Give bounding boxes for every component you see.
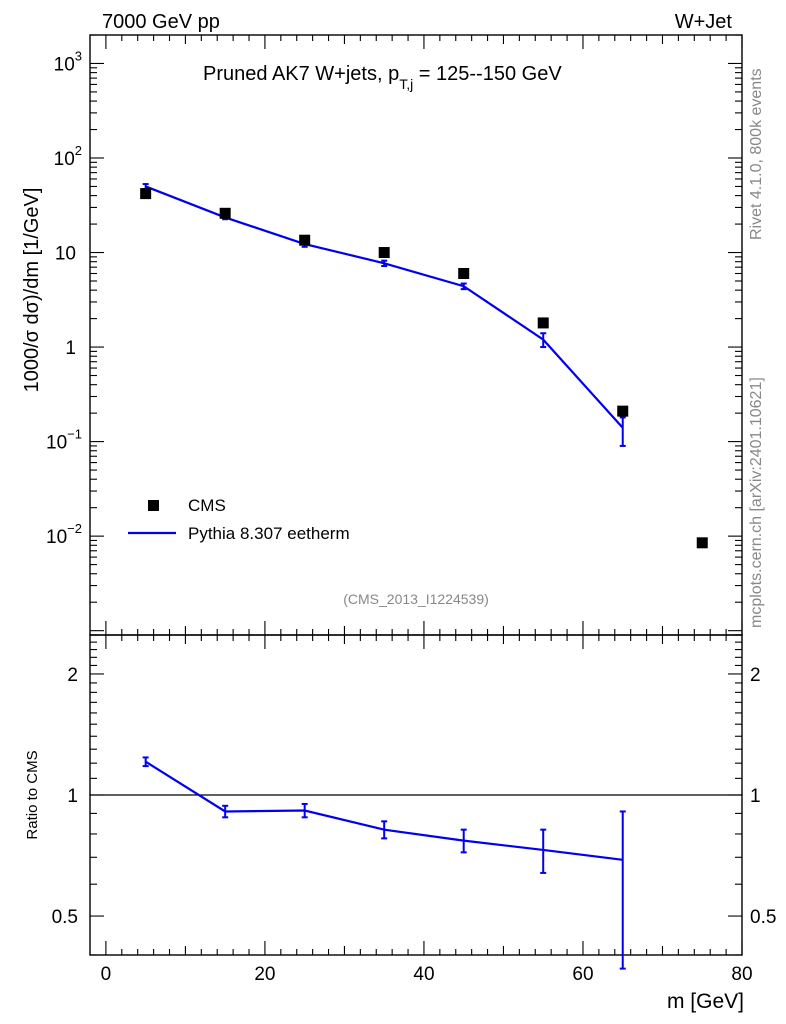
main-y-axis-label: 1000/σ dσ)/dm [1/GeV]	[21, 188, 43, 393]
main-y-tick-label: 10	[55, 244, 76, 265]
header-process-label: W+Jet	[675, 11, 733, 33]
ratio-axis-ticks	[90, 634, 743, 956]
main-y-tick-label: 1	[65, 338, 76, 359]
x-tick-label: 0	[101, 964, 112, 985]
legend-pythia-label: Pythia 8.307 eetherm	[188, 524, 350, 543]
main-data-point	[696, 537, 708, 549]
ratio-y-tick-label: 2	[67, 665, 78, 686]
main-data-point	[299, 234, 311, 246]
main-y-tick-label: 10−2	[46, 521, 82, 548]
header-energy-label: 7000 GeV pp	[102, 11, 220, 33]
rivet-version-label: Rivet 4.1.0, 800k events	[748, 68, 765, 240]
main-y-tick-label: 103	[54, 48, 82, 75]
legend: CMS Pythia 8.307 eetherm	[128, 496, 350, 543]
main-plot-frame	[89, 34, 743, 636]
main-data-point	[219, 207, 231, 219]
x-axis-label: m [GeV]	[667, 990, 744, 1013]
main-data-series	[140, 188, 708, 549]
title-tail-text: = 125--150 GeV	[413, 63, 562, 85]
ratio-y-tick-labels: 2 2 1 1 0.5 0.5	[52, 665, 777, 928]
x-tick-label: 60	[572, 964, 593, 985]
x-tick-label: 80	[731, 964, 752, 985]
main-data-point	[378, 247, 390, 259]
ratio-plot-panel: 2 2 1 1 0.5 0.5 0 20 40 60 80 Ratio to CMS m [GeV…	[24, 634, 777, 1013]
ratio-y-tick-label-right: 0.5	[750, 907, 776, 928]
x-tick-label: 20	[254, 964, 275, 985]
ratio-y-tick-label: 1	[67, 786, 78, 807]
main-axis-ticks	[90, 34, 743, 636]
mcplots-credit-label: mcplots.cern.ch [arXiv:2401.10621]	[748, 377, 765, 628]
legend-cms-marker	[148, 500, 159, 511]
main-y-tick-label: 102	[54, 143, 82, 170]
main-mc-line	[145, 185, 624, 429]
main-data-point	[617, 405, 629, 417]
x-tick-labels: 0 20 40 60 80	[101, 964, 753, 985]
ratio-y-tick-label-right: 1	[750, 786, 761, 807]
main-y-tick-label: 10−1	[46, 427, 82, 454]
ratio-mc-line	[145, 760, 623, 861]
title-main-text: Pruned AK7 W+jets, p	[203, 63, 399, 85]
ratio-y-axis-label: Ratio to CMS	[24, 750, 41, 839]
main-data-point	[537, 317, 549, 329]
ratio-y-tick-label: 0.5	[52, 907, 78, 928]
main-mc-series	[142, 183, 626, 447]
main-plot-title: Pruned AK7 W+jets, pT,j = 125--150 GeV	[203, 63, 562, 92]
analysis-watermark: (CMS_2013_I1224539)	[343, 591, 489, 607]
main-data-point	[458, 268, 470, 280]
title-subscript: T,j	[399, 76, 413, 92]
main-data-point	[140, 188, 152, 200]
x-tick-label: 40	[413, 964, 434, 985]
ratio-mc-series	[142, 756, 626, 970]
ratio-y-tick-label-right: 2	[750, 665, 761, 686]
legend-cms-label: CMS	[188, 496, 226, 515]
